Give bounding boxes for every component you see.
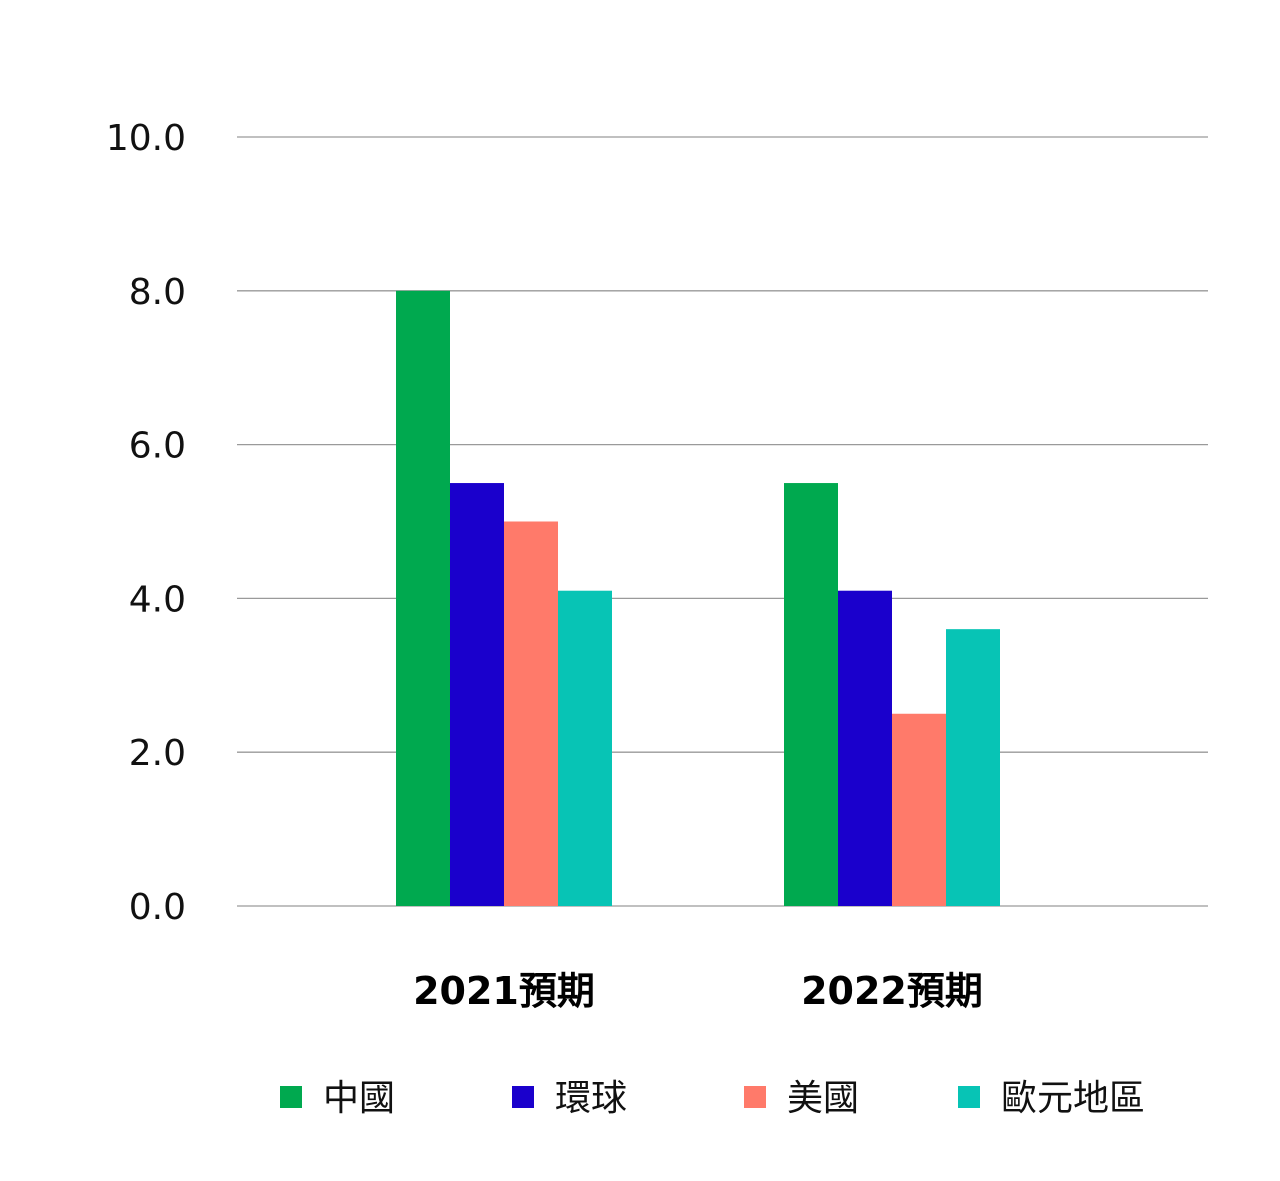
legend: 中國 環球 美國 歐元地區: [280, 1078, 1145, 1119]
y-tick-label: 0.0: [129, 887, 186, 928]
bar-1-3: [946, 629, 1000, 906]
bar-0-0: [396, 290, 450, 906]
x-tick-label: 2021預期: [413, 969, 595, 1013]
x-axis-tick-labels: 2021預期 2022預期: [413, 969, 983, 1013]
bars: [396, 290, 1000, 906]
y-tick-label: 6.0: [129, 426, 186, 467]
legend-swatch: [958, 1086, 980, 1108]
legend-label: 中國: [323, 1078, 395, 1119]
bar-1-2: [892, 713, 946, 906]
x-tick-label: 2022預期: [801, 969, 983, 1013]
legend-label: 歐元地區: [1001, 1078, 1145, 1119]
legend-swatch: [280, 1086, 302, 1108]
y-axis-tick-labels: 0.0 2.0 4.0 6.0 8.0 10.0: [106, 118, 186, 928]
bar-0-3: [558, 590, 612, 906]
y-tick-label: 8.0: [129, 272, 186, 313]
y-tick-label: 4.0: [129, 579, 186, 620]
legend-label: 美國: [787, 1078, 859, 1119]
bar-1-1: [838, 590, 892, 906]
legend-swatch: [512, 1086, 534, 1108]
y-tick-label: 10.0: [106, 118, 186, 159]
y-tick-label: 2.0: [129, 733, 186, 774]
bar-0-2: [504, 521, 558, 906]
bar-0-1: [450, 483, 504, 906]
gridlines: [237, 136, 1208, 907]
bar-1-0: [784, 483, 838, 906]
legend-swatch: [744, 1086, 766, 1108]
legend-label: 環球: [555, 1078, 627, 1119]
